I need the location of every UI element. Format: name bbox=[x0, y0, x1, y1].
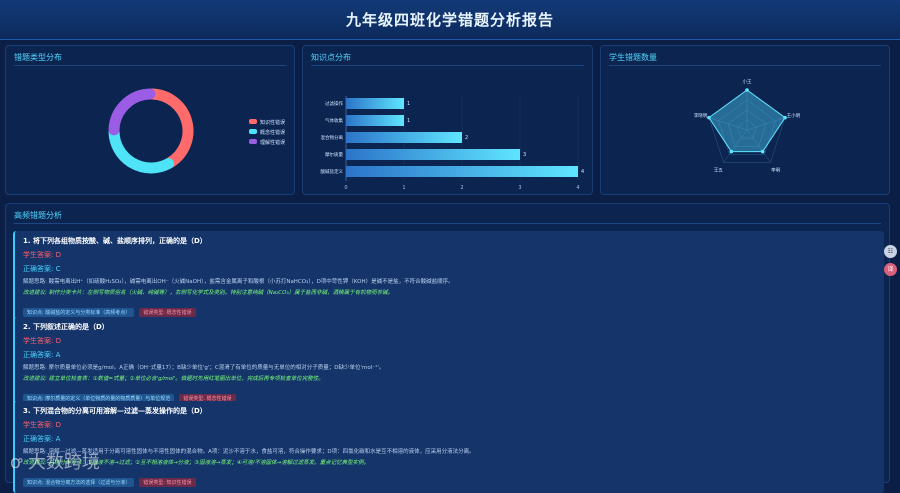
radar-axis bbox=[746, 129, 771, 163]
legend-swatch bbox=[249, 119, 257, 124]
error-type-tag: 错误类型: 概念性错误 bbox=[179, 394, 236, 403]
donut-slice[interactable] bbox=[108, 126, 175, 174]
radar-axis bbox=[746, 117, 786, 131]
radar-point[interactable] bbox=[729, 149, 734, 154]
radar-grid bbox=[737, 119, 757, 139]
radar-point[interactable] bbox=[783, 115, 787, 120]
panel-title: 高频错题分析 bbox=[14, 211, 62, 220]
y-tick-label: 气体收集 bbox=[325, 117, 343, 124]
bar-value-label: 4 bbox=[581, 169, 584, 175]
panel-title: 学生错题数量 bbox=[609, 53, 657, 62]
radar-point[interactable] bbox=[707, 115, 711, 120]
explanation: 解题思路: 酸需电离出H⁺（如硫酸H₂SO₄），碱需电离出OH⁻（火碱NaOH）… bbox=[23, 279, 454, 285]
bar-value-label: 1 bbox=[407, 118, 410, 124]
radar-label: 李晓明 bbox=[694, 112, 708, 119]
question-card: 3. 下列混合物的分离可用溶解—过滤—蒸发操作的是（D） 学生答案: D 正确答… bbox=[13, 401, 884, 493]
legend-label[interactable]: 知识性错误 bbox=[260, 119, 285, 126]
knowledge-tag: 知识点: 摩尔质量的定义（单位物质的量的物质质量）与单位规范 bbox=[23, 394, 175, 403]
radar-point[interactable] bbox=[745, 88, 749, 92]
knowledge-tag: 知识点: 混合物分离方法的选择（过滤与分液） bbox=[23, 478, 135, 487]
explanation: 解题思路: 摩尔质量单位必须是g/mol。A正确（OH⁻式量17）；B缺少单位'… bbox=[23, 365, 385, 371]
legend-label[interactable]: 概念性错误 bbox=[260, 129, 285, 136]
donut-slice[interactable] bbox=[108, 88, 156, 136]
radar-axis bbox=[708, 117, 748, 131]
grid-icon[interactable]: ☷ bbox=[884, 245, 897, 258]
student-answer: 学生答案: D bbox=[23, 421, 61, 429]
bar-value-label: 2 bbox=[465, 135, 468, 141]
students-panel: 学生错题数量 小王王小明李明 王五 李晓明 bbox=[600, 45, 890, 195]
error-type-tag: 错误类型: 概念性错误 bbox=[139, 308, 196, 317]
bar-chart: 0 1 2 3 4 过滤操作 1 气体收集 1 混合物分离 2 摩尔质量 3 酸碱盐定义 4 bbox=[321, 96, 584, 191]
donut-slice[interactable] bbox=[146, 88, 194, 168]
bar[interactable] bbox=[346, 149, 520, 160]
watermark-logo: ꝍ 大数跨境 bbox=[10, 452, 100, 473]
divider bbox=[14, 65, 286, 66]
divider bbox=[311, 65, 584, 66]
x-tick-label: 4 bbox=[576, 185, 579, 191]
bar[interactable] bbox=[346, 132, 462, 143]
legend-label[interactable]: 理解性错误 bbox=[260, 139, 285, 146]
divider bbox=[609, 65, 881, 66]
suggestion: 改进建议: 制作分类卡片：左侧写物质俗名（火碱、纯碱等），右侧写化学式及类别。特… bbox=[23, 290, 394, 296]
question-card: 2. 下列叙述正确的是（D） 学生答案: D 正确答案: A 解题思路: 摩尔质… bbox=[13, 317, 884, 409]
knowledge-tag: 知识点: 酸碱盐的定义与分类标准（高频考点） bbox=[23, 308, 135, 317]
explanation: 解题思路: 溶解—过滤—蒸发适用于分离可溶性固体与不溶性固体的混合物。A项：泥沙… bbox=[23, 449, 475, 455]
radar-area bbox=[708, 89, 786, 153]
y-tick-label: 酸碱盐定义 bbox=[321, 168, 344, 175]
error-type-tag: 错误类型: 知识性错误 bbox=[139, 478, 196, 487]
y-tick-label: 混合物分离 bbox=[321, 134, 344, 141]
correct-answer: 正确答案: A bbox=[23, 435, 61, 443]
panel-title: 错题类型分布 bbox=[14, 53, 62, 62]
radar-label: 王小明 bbox=[787, 112, 801, 119]
bar[interactable] bbox=[346, 166, 578, 177]
x-tick-label: 0 bbox=[344, 185, 347, 191]
radar-grid bbox=[718, 99, 776, 155]
legend-swatch bbox=[249, 139, 257, 144]
radar-label: 小王 bbox=[743, 78, 752, 85]
question-title: 3. 下列混合物的分离可用溶解—过滤—蒸发操作的是（D） bbox=[23, 407, 207, 415]
suggestion: 改进建议: 总结分离方法：①固液不溶→过滤；②互不相溶液体→分液；③固液溶→蒸发… bbox=[23, 460, 370, 466]
question-title: 1. 将下列各组物质按酸、碱、盐顺序排列，正确的是（D） bbox=[23, 237, 207, 245]
question-card: 1. 将下列各组物质按酸、碱、盐顺序排列，正确的是（D） 学生答案: D 正确答… bbox=[13, 231, 884, 323]
frequent-errors-panel: 高频错题分析 1. 将下列各组物质按酸、碱、盐顺序排列，正确的是（D） 学生答案… bbox=[5, 203, 890, 493]
report-header: 九年级四班化学错题分析报告 bbox=[0, 0, 900, 40]
bar[interactable] bbox=[346, 115, 404, 126]
radar-label: 李明 bbox=[771, 166, 780, 173]
x-tick-label: 3 bbox=[518, 185, 521, 191]
bar-value-label: 3 bbox=[523, 152, 526, 158]
correct-answer: 正确答案: C bbox=[23, 265, 61, 273]
radar-grid bbox=[727, 109, 767, 147]
correct-answer: 正确答案: A bbox=[23, 351, 61, 359]
error-type-panel: 错题类型分布 知识性错误概念性错误理解性错误 bbox=[5, 45, 295, 195]
x-tick-label: 1 bbox=[402, 185, 405, 191]
student-answer: 学生答案: D bbox=[23, 337, 61, 345]
radar-axis bbox=[723, 129, 748, 163]
radar-label: 王五 bbox=[714, 167, 723, 173]
suggestion: 改进建议: 建立单位检查表：①数值=式量；②单位必含'g/mol'。做题时先用红… bbox=[23, 376, 324, 382]
page-title: 九年级四班化学错题分析报告 bbox=[345, 11, 554, 29]
panel-title: 知识点分布 bbox=[311, 53, 351, 62]
radar-point[interactable] bbox=[760, 149, 765, 154]
y-tick-label: 过滤操作 bbox=[325, 100, 343, 107]
student-answer: 学生答案: D bbox=[23, 251, 61, 259]
knowledge-panel: 知识点分布 0 1 2 3 4 过滤操作 1 气体收集 1 混合物分离 2 摩尔质量 3 酸碱盐定义 4 bbox=[302, 45, 593, 195]
question-title: 2. 下列叙述正确的是（D） bbox=[23, 323, 109, 331]
y-tick-label: 摩尔质量 bbox=[325, 151, 343, 158]
divider bbox=[14, 223, 881, 224]
x-tick-label: 2 bbox=[460, 185, 463, 191]
bar[interactable] bbox=[346, 98, 404, 109]
legend-swatch bbox=[249, 129, 257, 134]
bar-value-label: 1 bbox=[407, 101, 410, 107]
translate-icon[interactable]: 译 bbox=[884, 263, 897, 276]
